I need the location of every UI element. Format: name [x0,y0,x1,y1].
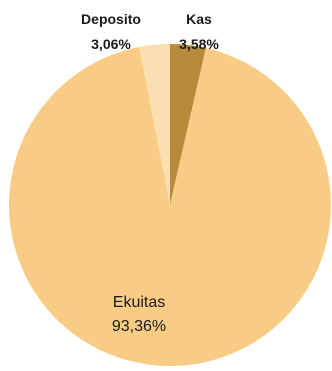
pie-slice-kas [170,44,206,205]
slice-label-kas-value: 3,58% [179,36,219,52]
slice-label-deposito-name: Deposito [81,11,141,27]
slice-label-deposito-value: 3,06% [91,36,131,52]
pie-slices [9,44,332,367]
slice-label-ekuitas-value: 93,36% [112,318,166,335]
pie-slice-ekuitas [9,46,332,367]
pie-slice-deposito [139,44,170,205]
slice-label-ekuitas-name: Ekuitas [113,294,165,311]
slice-label-kas-name: Kas [186,11,212,27]
